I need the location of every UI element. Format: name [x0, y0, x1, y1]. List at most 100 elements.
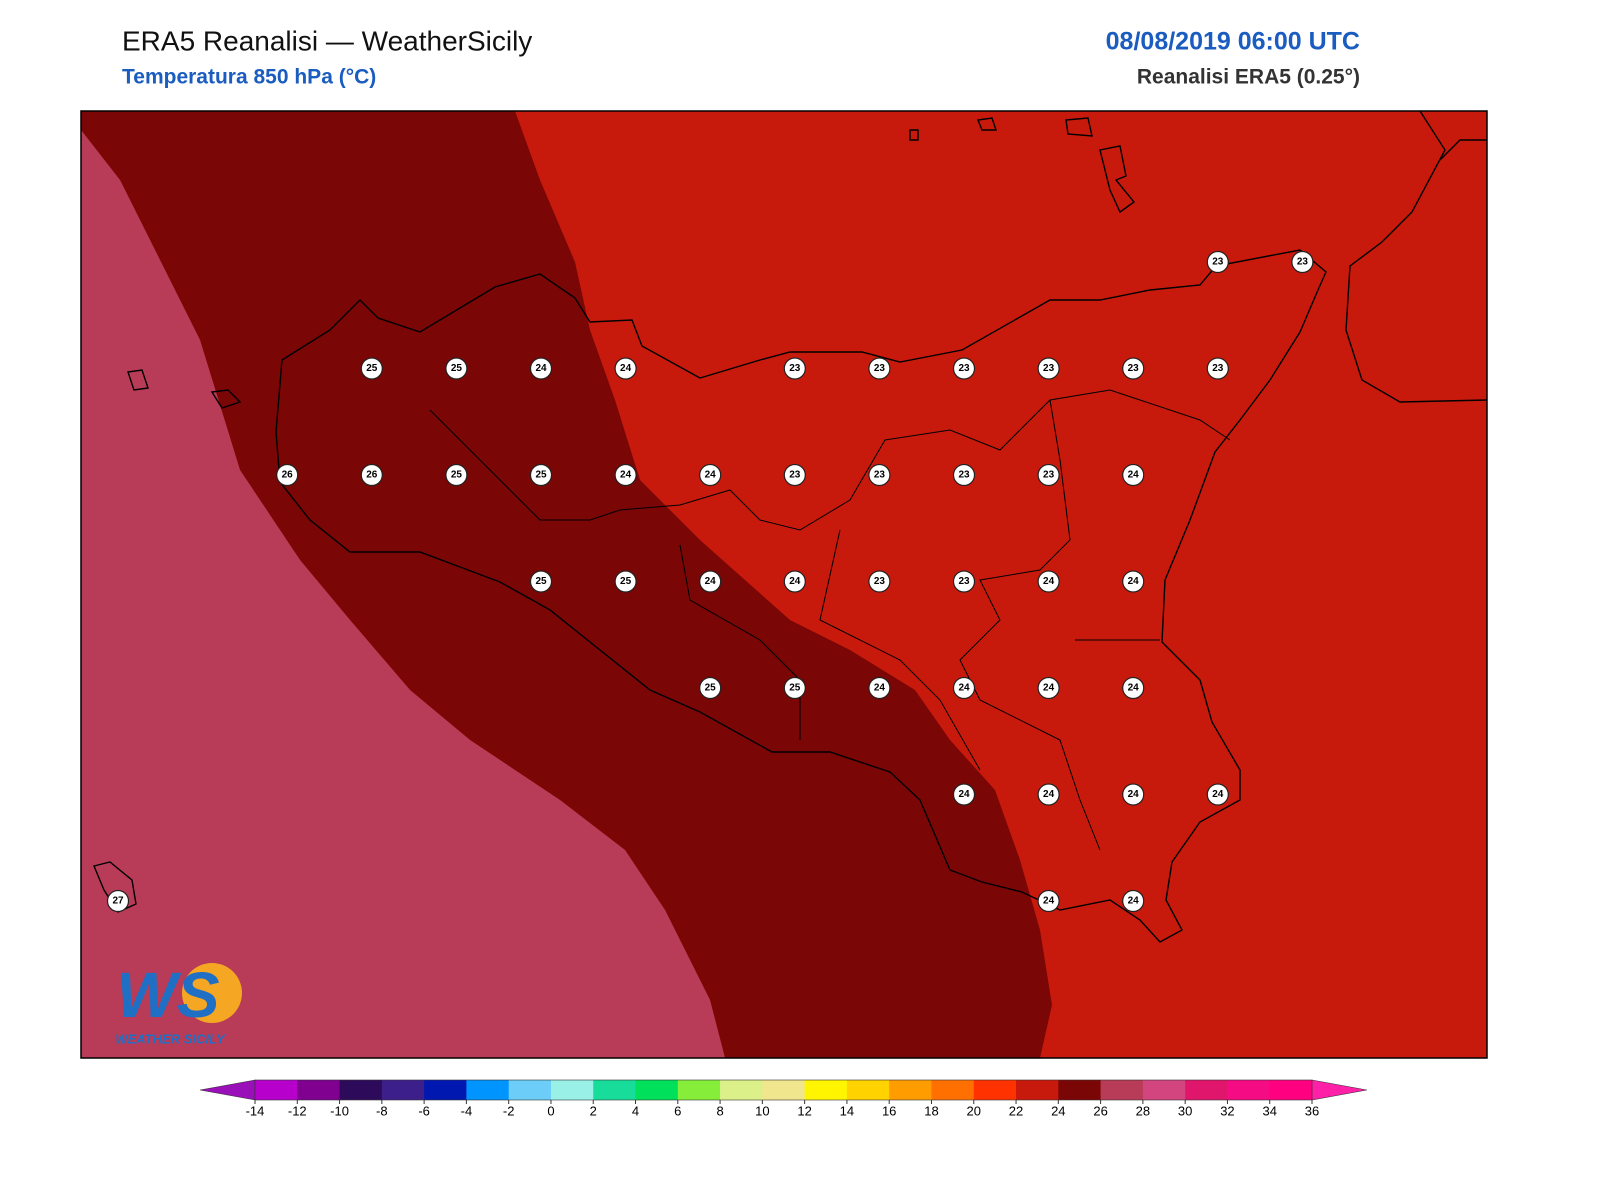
colorbar-segment	[635, 1080, 679, 1100]
grid-point-label: 23	[789, 363, 801, 374]
grid-point-label: 24	[620, 363, 632, 374]
grid-point-label: 23	[1212, 257, 1224, 268]
colorbar-segment	[973, 1080, 1017, 1100]
grid-point-label: 27	[112, 896, 124, 907]
grid-point-label: 24	[1043, 683, 1055, 694]
grid-point-label: 24	[620, 470, 632, 481]
grid-point	[1206, 783, 1229, 806]
colorbar-tick-label: 4	[632, 1104, 639, 1119]
colorbar: -14 -12 -10 -8 -6 -4 -2 0 2 4 6 8 10 12 14 16 18 20 22 24 26…	[199, 1079, 1368, 1119]
grid-point	[614, 357, 637, 380]
colorbar-segment	[846, 1080, 890, 1100]
grid-point	[360, 463, 383, 487]
grid-point	[445, 357, 468, 380]
colorbar-segment	[1185, 1080, 1228, 1100]
grid-point	[1037, 676, 1060, 700]
grid-point	[952, 783, 976, 806]
grid-point-label: 24	[1128, 789, 1140, 800]
grid-point-label: 24	[1043, 896, 1055, 907]
grid-point	[783, 463, 806, 487]
grid-point	[529, 570, 553, 593]
colorbar-segment	[550, 1080, 594, 1100]
grid-point-label: 23	[874, 363, 886, 374]
grid-point	[699, 570, 722, 593]
colorbar-segment	[297, 1080, 341, 1100]
grid-point-label: 25	[366, 363, 378, 374]
logo-caption: WEATHER SICILY	[115, 1031, 226, 1046]
colorbar-segment	[381, 1080, 425, 1100]
colorbar-tick-label: 24	[1051, 1104, 1065, 1119]
logo-text: WS	[116, 959, 219, 1031]
grid-point-label: 24	[1128, 896, 1140, 907]
grid-point-label: 24	[1128, 683, 1140, 694]
grid-point	[699, 463, 722, 487]
colorbar-tick-label: 14	[840, 1104, 854, 1119]
grid-point	[1037, 357, 1060, 380]
colorbar-tick-label: 36	[1305, 1104, 1319, 1119]
grid-point-label: 24	[1043, 789, 1055, 800]
grid-point-label: 25	[535, 576, 547, 587]
grid-point	[1206, 357, 1229, 380]
grid-point	[868, 570, 891, 593]
colorbar-tick-label: -2	[503, 1104, 515, 1119]
grid-point	[1037, 463, 1060, 487]
colorbar-tick-label: 30	[1178, 1104, 1192, 1119]
island	[1065, 117, 1093, 137]
colorbar-segment	[1100, 1080, 1144, 1100]
grid-point-label: 23	[958, 576, 970, 587]
grid-point-label: 23	[874, 576, 886, 587]
grid-point	[614, 463, 637, 487]
colorbar-outline	[254, 1079, 1313, 1101]
logo-sun	[182, 963, 242, 1023]
colorbar-segment	[508, 1080, 552, 1100]
grid-point	[952, 463, 976, 487]
grid-point	[1206, 250, 1229, 274]
colorbar-tick-label: 20	[967, 1104, 981, 1119]
colorbar-tick-label: -6	[418, 1104, 430, 1119]
colorbar-segment	[1142, 1080, 1186, 1100]
band-26-28	[81, 130, 725, 1058]
calabria-coast	[1345, 111, 1487, 403]
grid-point-label: 23	[1297, 257, 1309, 268]
island	[1099, 145, 1136, 214]
grid-point	[106, 889, 130, 913]
colorbar-segment	[1269, 1080, 1313, 1100]
grid-point-label: 25	[620, 576, 632, 587]
grid-point	[1037, 570, 1060, 593]
sicily-coast	[275, 249, 1327, 943]
grid-point	[445, 463, 468, 487]
grid-point	[1122, 463, 1145, 487]
grid-point-label: 23	[1043, 470, 1055, 481]
colorbar-tick-label: 26	[1093, 1104, 1107, 1119]
grid-point-label: 24	[958, 683, 970, 694]
grid-point	[1122, 676, 1145, 700]
grid-point-label: 25	[789, 683, 801, 694]
grid-point	[952, 570, 976, 593]
colorbar-segment	[762, 1080, 806, 1100]
grid-point-label: 25	[705, 683, 717, 694]
grid-point-label: 24	[1128, 470, 1140, 481]
grid-point-label: 23	[958, 470, 970, 481]
grid-point-label: 24	[705, 576, 717, 587]
grid-point	[1122, 570, 1145, 593]
grid-point	[529, 357, 553, 380]
colorbar-segment	[593, 1080, 637, 1100]
grid-point-label: 25	[535, 470, 547, 481]
province-border	[429, 389, 1231, 531]
grid-point	[276, 463, 299, 487]
province-border	[679, 399, 1160, 851]
grid-point	[614, 570, 637, 593]
island	[977, 117, 997, 131]
colorbar-tick-label: 22	[1009, 1104, 1023, 1119]
colorbar-tick-label: 16	[882, 1104, 896, 1119]
grid-point-label: 24	[874, 683, 886, 694]
colorbar-tick-label: -8	[376, 1104, 388, 1119]
band-24-26	[81, 111, 1052, 1058]
colorbar-segment	[1058, 1080, 1102, 1100]
source: Reanalisi ERA5 (0.25°)	[1137, 66, 1360, 89]
colorbar-segment	[255, 1080, 298, 1100]
grid-point	[783, 357, 806, 380]
colorbar-tick-label: -14	[246, 1104, 265, 1119]
